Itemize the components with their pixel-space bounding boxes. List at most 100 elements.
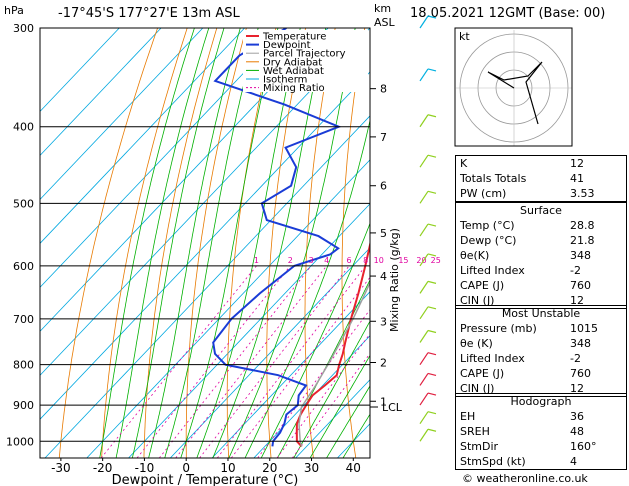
legend-label: Mixing Ratio — [263, 83, 325, 94]
hodograph-title: Hodograph — [510, 395, 572, 408]
mixing-ratio-line — [100, 265, 257, 458]
pressure-tick-label: 800 — [13, 359, 34, 372]
wind-barb — [419, 114, 429, 128]
dry-adiabat-line — [341, 28, 366, 458]
wind-barb-flag — [427, 372, 437, 377]
wind-barb-flag — [427, 280, 437, 284]
index-label: Totals Totals — [460, 172, 527, 185]
km-tick-label: 4 — [380, 270, 387, 283]
row-label: θe (K) — [460, 337, 493, 350]
pressure-unit-label: hPa — [4, 4, 24, 17]
table-row: Lifted Index -2 — [456, 263, 626, 278]
km-tick-label: 5 — [380, 227, 387, 240]
table-row: CAPE (J) 760 — [456, 366, 626, 381]
wind-barb — [419, 191, 429, 204]
wind-barb-flag — [427, 306, 437, 310]
wet-adiabat-line — [132, 28, 225, 458]
row-value: 12 — [570, 294, 584, 307]
surface-title: Surface — [520, 204, 562, 217]
isotherm-line — [128, 203, 370, 458]
wind-barb-flag — [427, 223, 437, 227]
dry-adiabat-line — [266, 28, 306, 458]
pressure-tick-label: 300 — [13, 22, 34, 35]
mixing-ratio-label: 4 — [324, 256, 329, 265]
index-row-k: K 12 — [456, 156, 626, 171]
isotherm-line — [211, 291, 370, 458]
legend-label: Dewpoint — [263, 40, 311, 51]
km-tick-label: 2 — [380, 357, 387, 370]
wind-barb — [419, 253, 429, 267]
pressure-tick-label: 700 — [13, 313, 34, 326]
wind-barb — [419, 428, 429, 442]
index-row-pw: PW (cm) 3.53 — [456, 186, 626, 201]
wind-barb-flag — [427, 154, 437, 158]
copyright-text: © weatheronline.co.uk — [462, 472, 588, 485]
table-row: StmSpd (kt) 4 — [456, 454, 626, 469]
dewpoint-profile-line — [212, 28, 342, 447]
isotherm-line — [40, 71, 370, 420]
row-value: -2 — [570, 264, 581, 277]
most-unstable-table: Most Unstable Pressure (mb) 1015 θe (K) 34… — [455, 305, 627, 397]
row-value: 160° — [570, 440, 597, 453]
wet-adiabat-line — [148, 28, 241, 458]
dry-adiabat-line — [304, 28, 336, 458]
mixing-ratio-line — [158, 265, 312, 458]
index-row-totals: Totals Totals 41 — [456, 171, 626, 186]
pressure-tick-label: 400 — [13, 121, 34, 134]
wind-barb-flag — [427, 15, 437, 19]
row-label: Temp (°C) — [460, 219, 515, 232]
wind-barb — [419, 306, 429, 320]
isotherm-line — [40, 28, 204, 200]
row-value: 760 — [570, 367, 591, 380]
mixing-ratio-label: 1 — [254, 256, 259, 265]
legend-label: Temperature — [262, 32, 326, 43]
row-value: 348 — [570, 249, 591, 262]
surface-table: Surface Temp (°C) 28.8 Dewp (°C) 21.8 θe(K… — [455, 202, 627, 309]
row-value: 12 — [570, 382, 584, 395]
temperature-tick-label: -20 — [93, 461, 113, 475]
wind-barb — [419, 154, 429, 168]
wet-adiabat-line — [180, 28, 279, 458]
wind-barb — [419, 352, 429, 365]
km-tick-label: 6 — [380, 180, 387, 193]
isotherm-line — [40, 28, 287, 288]
row-label: CAPE (J) — [460, 367, 505, 380]
table-row: StmDir 160° — [456, 439, 626, 454]
mixing-ratio-line — [257, 309, 370, 458]
isotherm-line — [86, 159, 370, 458]
hodograph-frame — [454, 27, 573, 147]
row-value: 4 — [570, 455, 577, 468]
table-row: Lifted Index -2 — [456, 351, 626, 366]
mixing-ratio-line — [216, 265, 366, 458]
lcl-label: LCL — [382, 401, 403, 414]
wet-adiabat-line — [164, 28, 259, 458]
indices-table: K 12 Totals Totals 41 PW (cm) 3.53 — [455, 155, 627, 202]
wind-barb — [419, 392, 429, 406]
mixing-ratio-label: 10 — [374, 256, 384, 265]
row-value: 760 — [570, 279, 591, 292]
isotherm-line — [295, 379, 370, 458]
wind-barb — [419, 330, 429, 343]
wind-barb — [419, 223, 429, 237]
wet-adiabat-line — [309, 354, 370, 458]
temperature-tick-label: 40 — [346, 461, 361, 475]
pressure-tick-label: 1000 — [6, 435, 34, 448]
wind-barb-flag — [427, 392, 437, 396]
row-value: -2 — [570, 352, 581, 365]
forecast-datetime: 18.05.2021 12GMT (Base: 00) — [410, 6, 606, 21]
index-label: PW (cm) — [460, 187, 507, 200]
table-row: CIN (J) 12 — [456, 293, 626, 308]
wind-barb-flag — [427, 114, 437, 118]
table-row: Temp (°C) 28.8 — [456, 218, 626, 233]
wind-barb — [419, 281, 429, 294]
index-value: 12 — [570, 157, 584, 170]
wind-barb-flag — [427, 68, 437, 72]
legend-label: Wet Adiabat — [263, 66, 324, 77]
temperature-profile-line — [295, 240, 370, 448]
temperature-tick-label: 10 — [220, 461, 235, 475]
table-row: Pressure (mb) 1015 — [456, 321, 626, 336]
table-row: EH 36 — [456, 409, 626, 424]
row-label: CIN (J) — [460, 294, 495, 307]
row-label: CIN (J) — [460, 382, 495, 395]
